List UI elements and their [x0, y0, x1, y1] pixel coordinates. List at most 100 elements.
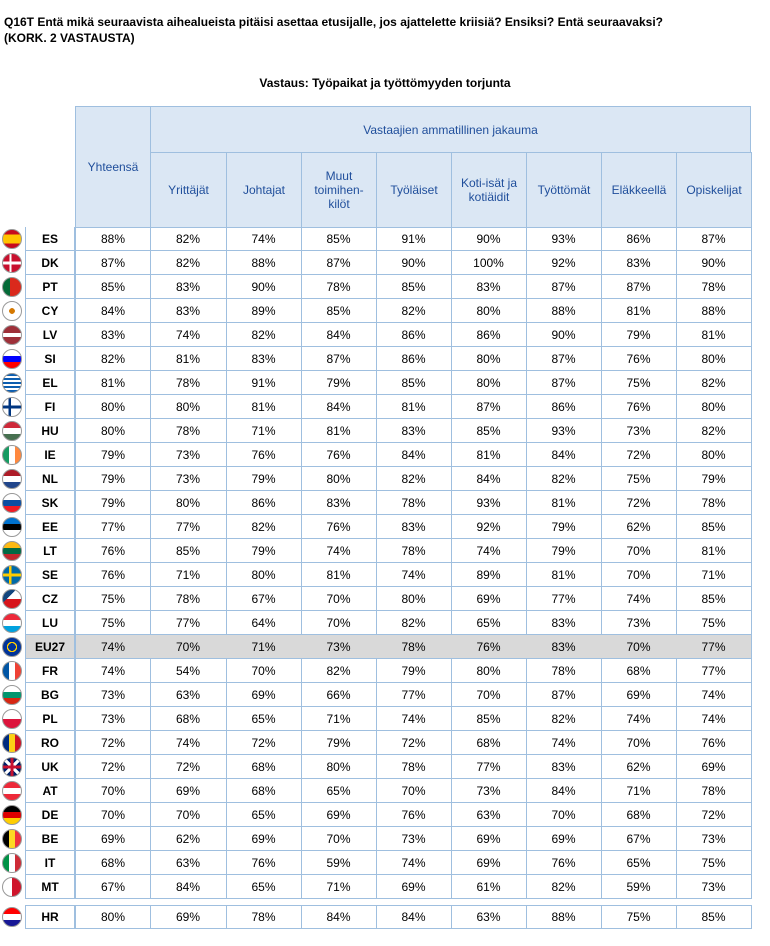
value-cell: 70% — [601, 635, 677, 659]
value-cell: 71% — [226, 635, 302, 659]
value-cell: 70% — [601, 539, 677, 563]
value-cell: 82% — [376, 467, 452, 491]
slovakia-flag-icon — [2, 493, 22, 513]
value-cell: 87% — [451, 395, 527, 419]
country-code: CY — [25, 299, 75, 323]
table-row: SK 79% 80% 86% 83% 78% 93% 81% 72% 78% — [0, 491, 770, 515]
value-cell: 83% — [301, 491, 377, 515]
total-value: 79% — [75, 467, 151, 491]
value-cell: 77% — [676, 635, 752, 659]
table-row: LT 76% 85% 79% 74% 78% 74% 79% 70% 81% — [0, 539, 770, 563]
country-code: NL — [25, 467, 75, 491]
value-cell: 90% — [451, 227, 527, 251]
value-cell: 76% — [376, 803, 452, 827]
table-row: FI 80% 80% 81% 84% 81% 87% 86% 76% 80% — [0, 395, 770, 419]
country-code: BG — [25, 683, 75, 707]
value-cell: 73% — [601, 419, 677, 443]
value-cell: 81% — [150, 347, 227, 371]
header-total: Yhteensä — [75, 106, 151, 228]
value-cell: 85% — [301, 227, 377, 251]
value-cell: 85% — [150, 539, 227, 563]
table-row: AT 70% 69% 68% 65% 70% 73% 84% 71% 78% — [0, 779, 770, 803]
value-cell: 69% — [526, 827, 602, 851]
value-cell: 76% — [526, 851, 602, 875]
luxembourg-flag-icon — [2, 613, 22, 633]
value-cell: 81% — [526, 563, 602, 587]
value-cell: 86% — [376, 347, 452, 371]
value-cell: 82% — [301, 659, 377, 683]
value-cell: 80% — [676, 443, 752, 467]
country-code: IT — [25, 851, 75, 875]
total-value: 70% — [75, 779, 151, 803]
value-cell: 76% — [226, 851, 302, 875]
value-cell: 83% — [526, 611, 602, 635]
table-row: FR 74% 54% 70% 82% 79% 80% 78% 68% 77% — [0, 659, 770, 683]
value-cell: 90% — [226, 275, 302, 299]
value-cell: 72% — [226, 731, 302, 755]
value-cell: 87% — [526, 275, 602, 299]
value-cell: 85% — [376, 371, 452, 395]
value-cell: 76% — [226, 443, 302, 467]
value-cell: 78% — [376, 491, 452, 515]
header-column: Johtajat — [226, 152, 302, 228]
value-cell: 70% — [150, 803, 227, 827]
poland-flag-icon — [2, 709, 22, 729]
total-value: 74% — [75, 635, 151, 659]
value-cell: 81% — [301, 563, 377, 587]
value-cell: 89% — [451, 563, 527, 587]
country-code: FR — [25, 659, 75, 683]
value-cell: 74% — [301, 539, 377, 563]
denmark-flag-icon — [2, 253, 22, 273]
value-cell: 74% — [601, 587, 677, 611]
value-cell: 78% — [676, 491, 752, 515]
sweden-flag-icon — [2, 565, 22, 585]
question-note: (KORK. 2 VASTAUSTA) — [4, 31, 135, 45]
value-cell: 74% — [226, 227, 302, 251]
value-cell: 88% — [676, 299, 752, 323]
value-cell: 83% — [150, 299, 227, 323]
value-cell: 93% — [451, 491, 527, 515]
cyprus-flag-icon — [2, 301, 22, 321]
value-cell: 71% — [226, 419, 302, 443]
value-cell: 82% — [676, 419, 752, 443]
value-cell: 85% — [676, 587, 752, 611]
total-value: 79% — [75, 491, 151, 515]
finland-flag-icon — [2, 397, 22, 417]
value-cell: 70% — [601, 731, 677, 755]
country-code: MT — [25, 875, 75, 899]
value-cell: 70% — [301, 611, 377, 635]
value-cell: 87% — [601, 275, 677, 299]
country-code: LV — [25, 323, 75, 347]
romania-flag-icon — [2, 733, 22, 753]
value-cell: 73% — [150, 467, 227, 491]
value-cell: 80% — [451, 371, 527, 395]
value-cell: 61% — [451, 875, 527, 899]
greece-flag-icon — [2, 373, 22, 393]
value-cell: 84% — [301, 323, 377, 347]
table-row: UK 72% 72% 68% 80% 78% 77% 83% 62% 69% — [0, 755, 770, 779]
value-cell: 74% — [526, 731, 602, 755]
value-cell: 79% — [226, 539, 302, 563]
value-cell: 81% — [601, 299, 677, 323]
value-cell: 65% — [451, 611, 527, 635]
table-row: EE 77% 77% 82% 76% 83% 92% 79% 62% 85% — [0, 515, 770, 539]
value-cell: 69% — [226, 827, 302, 851]
value-cell: 70% — [150, 635, 227, 659]
value-cell: 74% — [676, 683, 752, 707]
value-cell: 63% — [150, 683, 227, 707]
value-cell: 87% — [526, 683, 602, 707]
value-cell: 70% — [301, 827, 377, 851]
belgium-flag-icon — [2, 829, 22, 849]
country-code: RO — [25, 731, 75, 755]
table-subtitle: Vastaus: Työpaikat ja työttömyyden torju… — [259, 76, 511, 90]
value-cell: 72% — [601, 491, 677, 515]
table-row: DE 70% 70% 65% 69% 76% 63% 70% 68% 72% — [0, 803, 770, 827]
value-cell: 59% — [301, 851, 377, 875]
value-cell: 81% — [526, 491, 602, 515]
value-cell: 89% — [226, 299, 302, 323]
value-cell: 78% — [150, 371, 227, 395]
country-code: LU — [25, 611, 75, 635]
value-cell: 63% — [451, 803, 527, 827]
value-cell: 76% — [301, 515, 377, 539]
value-cell: 65% — [226, 875, 302, 899]
